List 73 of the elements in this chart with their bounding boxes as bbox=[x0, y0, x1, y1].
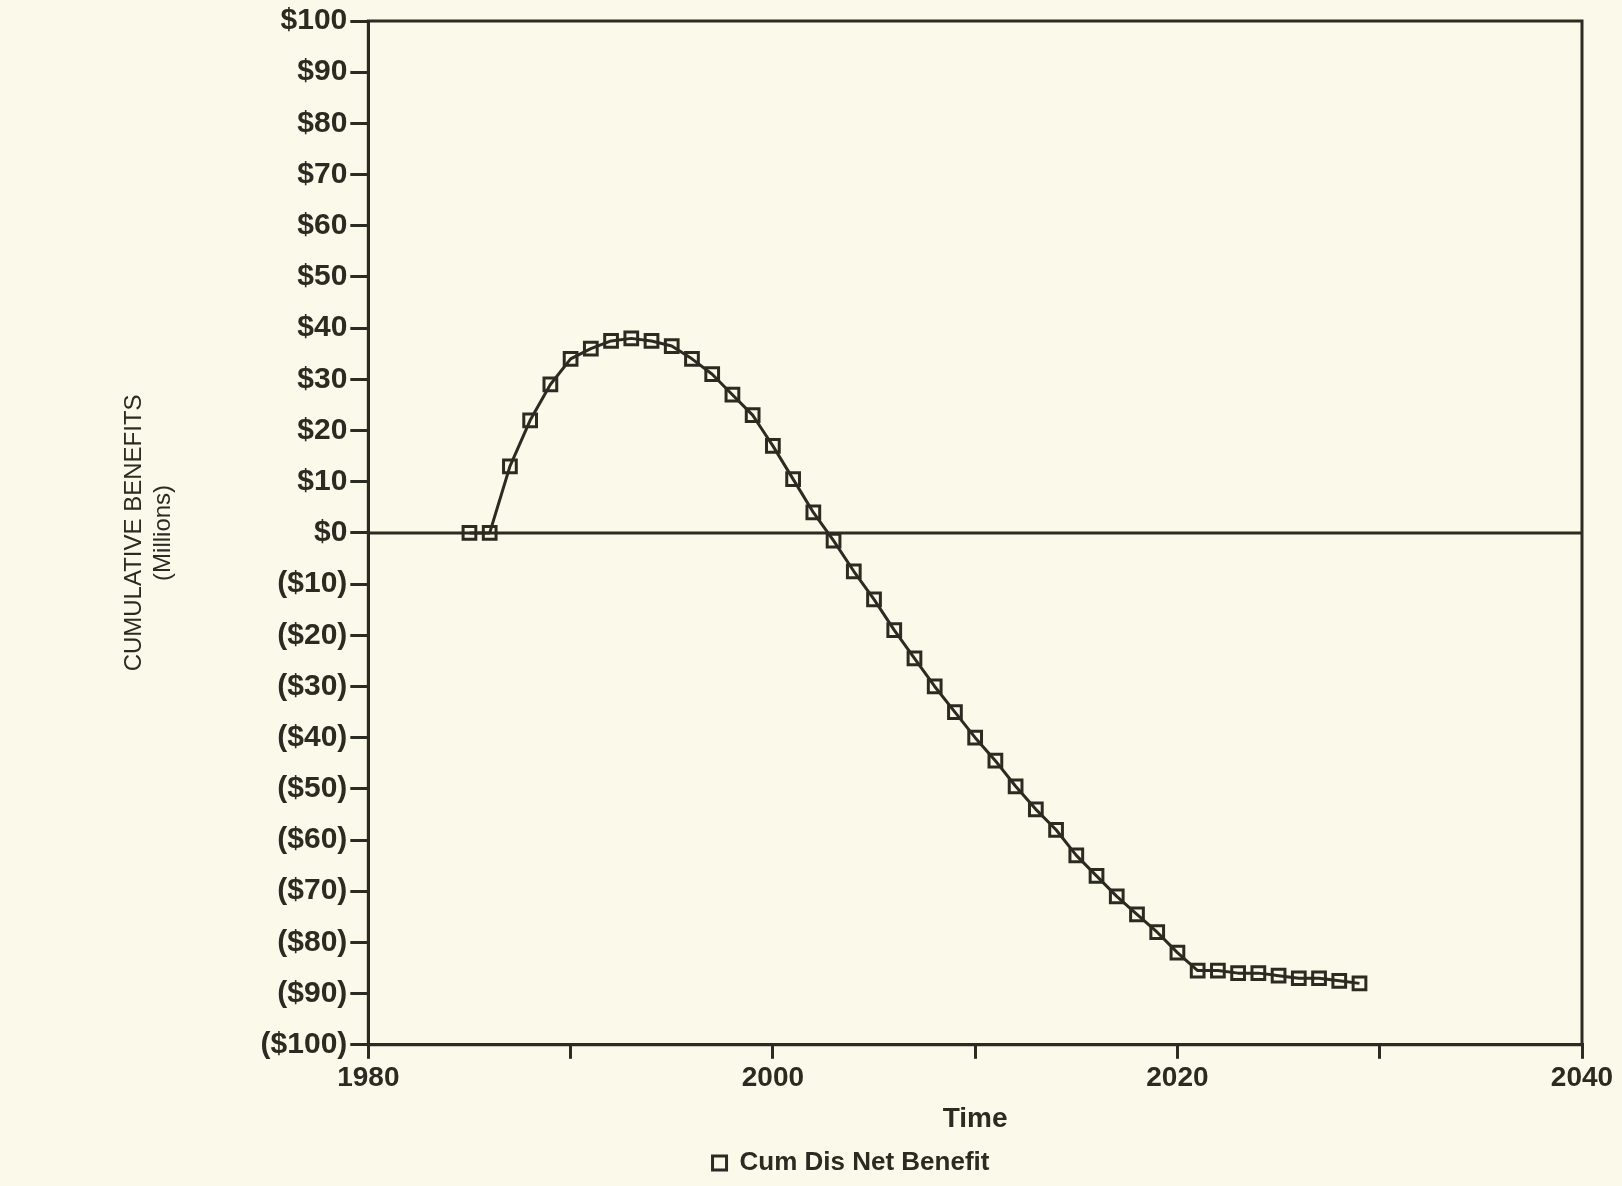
y-axis-title: CUMULATIVE BENEFITS (Millions) bbox=[119, 394, 175, 672]
y-tick-label: ($60) bbox=[277, 821, 348, 855]
point bbox=[1189, 962, 1206, 979]
point bbox=[825, 532, 842, 549]
y-tick-label: $90 bbox=[297, 53, 348, 87]
y-tick-label: $80 bbox=[297, 104, 348, 138]
x-axis-title: Time bbox=[942, 1101, 1008, 1133]
point bbox=[522, 412, 539, 429]
y-tick-label: ($40) bbox=[277, 718, 348, 752]
point bbox=[1351, 975, 1368, 992]
y-tick-label: $10 bbox=[297, 462, 348, 496]
y-tick-label: ($10) bbox=[277, 565, 348, 599]
legend-label: Cum Dis Net Benefit bbox=[739, 1146, 990, 1177]
y-tick-label: $70 bbox=[297, 155, 348, 189]
point bbox=[1331, 972, 1348, 989]
point bbox=[1311, 970, 1327, 987]
point bbox=[724, 386, 741, 403]
point bbox=[542, 376, 559, 393]
point bbox=[1068, 847, 1085, 864]
point bbox=[1048, 821, 1064, 838]
point bbox=[684, 350, 700, 367]
point bbox=[926, 678, 943, 695]
point bbox=[562, 350, 579, 367]
point bbox=[1007, 778, 1024, 795]
point bbox=[1088, 868, 1105, 884]
point bbox=[785, 471, 801, 488]
point bbox=[582, 340, 599, 357]
point bbox=[886, 622, 903, 639]
x-tick-label: 2040 bbox=[1550, 1061, 1614, 1093]
point bbox=[805, 504, 822, 521]
point bbox=[1027, 801, 1044, 818]
y-tick-label: ($20) bbox=[277, 616, 348, 650]
y-tick-label: $30 bbox=[297, 360, 348, 394]
point bbox=[947, 704, 963, 720]
point bbox=[481, 525, 498, 541]
y-tick-label: ($90) bbox=[277, 974, 348, 1008]
point bbox=[643, 333, 660, 349]
point bbox=[1149, 924, 1166, 941]
point bbox=[866, 591, 882, 608]
y-tick-label: $60 bbox=[297, 207, 348, 241]
point bbox=[906, 650, 923, 667]
point bbox=[1210, 962, 1226, 979]
y-tick-label: $20 bbox=[297, 411, 348, 445]
x-tick-label: 2020 bbox=[1146, 1061, 1209, 1093]
x-tick-label: 2000 bbox=[741, 1061, 805, 1093]
point bbox=[744, 407, 761, 424]
y-tick-label: $100 bbox=[280, 2, 348, 36]
point bbox=[461, 525, 478, 541]
y-tick-label: $0 bbox=[313, 514, 348, 548]
point bbox=[1290, 970, 1307, 987]
point bbox=[502, 458, 518, 475]
point bbox=[623, 330, 640, 347]
point bbox=[663, 338, 680, 354]
y-tick-label: ($100) bbox=[260, 1026, 348, 1060]
point bbox=[603, 333, 619, 349]
y-tick-label: $40 bbox=[297, 309, 348, 343]
y-tick-label: ($30) bbox=[277, 667, 348, 701]
point bbox=[1129, 906, 1145, 923]
y-tick-label: ($50) bbox=[277, 770, 348, 804]
point bbox=[765, 438, 781, 454]
point bbox=[987, 752, 1004, 769]
point bbox=[845, 563, 862, 580]
point bbox=[1169, 944, 1186, 961]
point bbox=[1108, 888, 1125, 905]
y-tick-label: ($70) bbox=[277, 872, 348, 906]
y-tick-label: $50 bbox=[297, 258, 348, 292]
x-tick-label: 1980 bbox=[337, 1061, 400, 1093]
point bbox=[704, 366, 721, 383]
y-tick-label: ($80) bbox=[277, 923, 348, 957]
point bbox=[1270, 967, 1287, 984]
point bbox=[967, 729, 984, 746]
point bbox=[1230, 965, 1246, 981]
point bbox=[1250, 965, 1267, 981]
